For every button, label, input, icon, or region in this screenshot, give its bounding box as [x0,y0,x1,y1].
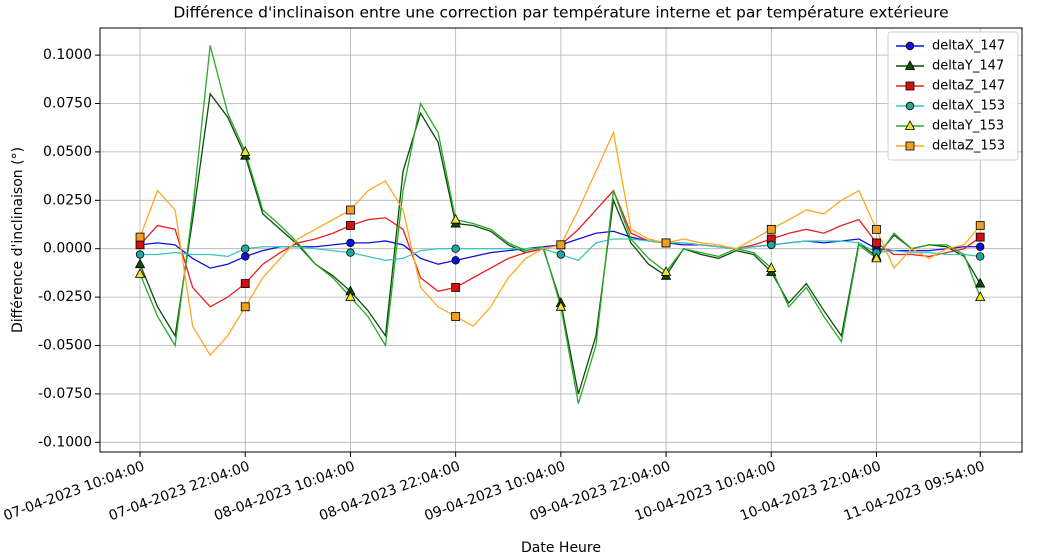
marker [556,250,566,259]
marker [346,221,355,230]
y-axis-label: Différence d'inclinaison (°) [10,147,26,333]
legend-label: deltaX_153 [932,99,1005,114]
marker [134,258,146,269]
marker [556,240,566,250]
marker [975,291,986,302]
marker [904,120,916,130]
y-tick-label: -0.0500 [38,338,92,354]
marker [451,312,461,321]
marker [766,224,776,234]
marker [871,252,882,263]
marker [555,300,567,311]
legend-label: deltaX_147 [932,39,1005,54]
x-axis-label: Date Heure [521,540,601,556]
marker [240,146,251,156]
legend-label: deltaZ_153 [932,139,1005,154]
marker [451,283,461,292]
marker [872,238,881,248]
marker [661,238,671,248]
marker [976,242,985,251]
marker [905,101,915,111]
marker [975,221,985,230]
legend-box [887,31,1019,161]
marker [905,141,915,151]
marker [134,268,146,278]
legend-label: deltaY_147 [932,59,1004,74]
y-tick-label: 0.0750 [43,96,92,112]
y-tick-label: -0.0250 [38,289,92,305]
marker [135,240,145,250]
marker [135,250,145,259]
marker [135,232,145,242]
marker [451,256,460,265]
marker [450,213,461,224]
marker [975,232,985,242]
marker [346,248,355,257]
marker [346,205,355,215]
y-tick-label: 0.0000 [43,241,92,257]
marker [346,238,355,248]
legend-label: deltaZ_147 [932,79,1005,94]
marker [905,41,915,51]
marker [766,262,777,272]
marker [904,60,916,70]
chart-title: Différence d'inclinaison entre une corre… [173,4,948,22]
marker [975,277,986,288]
marker [767,240,776,250]
marker [345,291,356,302]
marker [905,81,915,91]
y-tick-label: 0.0250 [43,192,92,208]
marker [660,266,672,276]
plot-frame [99,27,1023,453]
y-tick-label: 0.1000 [43,47,92,63]
legend-label: deltaY_153 [932,119,1004,134]
marker [451,244,460,253]
y-tick-label: -0.1000 [38,434,92,450]
marker [241,252,250,261]
y-tick-label: -0.0750 [38,386,92,402]
marker [240,279,250,288]
marker [240,302,250,312]
marker [976,252,985,261]
marker [241,244,250,253]
marker [872,224,881,234]
y-tick-label: 0.0500 [43,144,92,160]
